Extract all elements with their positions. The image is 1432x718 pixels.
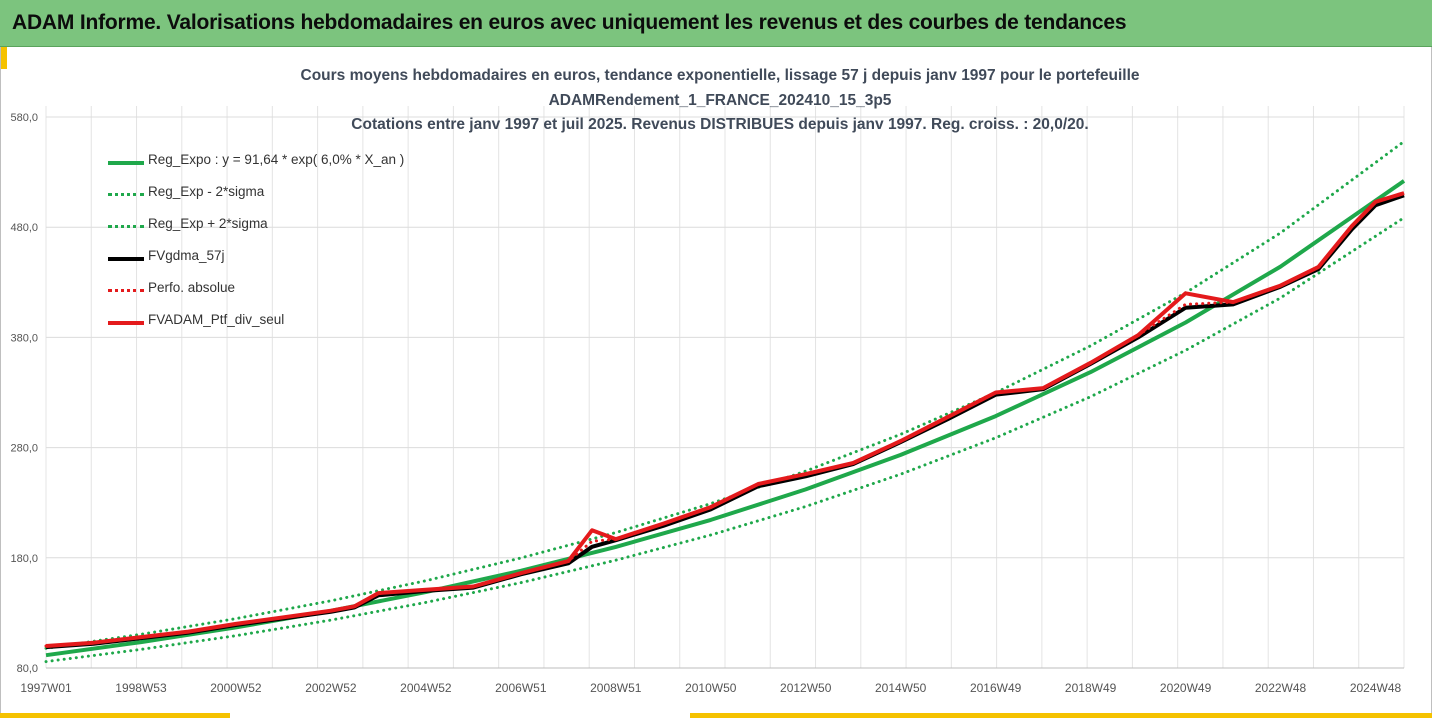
chart-title-line-2: ADAMRendement_1_FRANCE_202410_15_3p5 (548, 91, 892, 109)
legend-swatch-reg-exp-plus (108, 225, 144, 228)
x-tick-label: 2010W50 (685, 681, 737, 695)
series-line-5 (45, 191, 1405, 648)
y-tick-label: 480,0 (10, 222, 38, 234)
accent-bar-top (0, 47, 7, 69)
legend-label-reg-expo: Reg_Expo : y = 91,64 * exp( 6,0% * X_an … (148, 152, 405, 167)
series-line-2 (44, 140, 1406, 650)
x-tick-label: 2024W48 (1350, 681, 1402, 695)
chart-title-line-3: Cotations entre janv 1997 et juil 2025. … (351, 116, 1089, 133)
report-title: ADAM Informe. Valorisations hebdomadaire… (12, 11, 1127, 34)
y-tick-label: 80,0 (17, 663, 38, 675)
x-tick-label: 2016W49 (970, 681, 1022, 695)
x-tick-label: 2018W49 (1065, 681, 1117, 695)
y-tick-label: 280,0 (10, 443, 38, 455)
legend-label-reg-exp-plus: Reg_Exp + 2*sigma (148, 216, 268, 231)
y-tick-label: 580,0 (10, 112, 38, 124)
frame-left-border (0, 47, 1, 718)
legend-label-fvgdma: FVgdma_57j (148, 248, 225, 263)
series-line-1 (44, 216, 1406, 664)
x-tick-label: 2000W52 (210, 681, 262, 695)
x-tick-label: 2012W50 (780, 681, 832, 695)
x-tick-label: 2014W50 (875, 681, 927, 695)
y-tick-label: 180,0 (10, 553, 38, 565)
x-tick-label: 2006W51 (495, 681, 547, 695)
chart-title-line-1: Cours moyens hebdomadaires en euros, ten… (300, 67, 1140, 84)
accent-bar-bottom-gap (230, 713, 690, 718)
y-tick-label: 380,0 (10, 332, 38, 344)
report-header: ADAM Informe. Valorisations hebdomadaire… (0, 0, 1432, 47)
legend-label-reg-exp-minus: Reg_Exp - 2*sigma (148, 184, 265, 199)
x-tick-label: 1998W53 (115, 681, 167, 695)
x-tick-label: 2022W48 (1255, 681, 1307, 695)
x-tick-label: 2008W51 (590, 681, 642, 695)
legend-label-fvadam: FVADAM_Ptf_div_seul (148, 312, 285, 327)
x-tick-label: 2004W52 (400, 681, 452, 695)
x-tick-label: 2020W49 (1160, 681, 1212, 695)
legend-swatch-fvgdma (108, 257, 144, 261)
legend-swatch-fvadam (108, 321, 144, 325)
x-tick-label: 1997W01 (20, 681, 72, 695)
legend-swatch-perfo-absolue (108, 289, 144, 292)
legend-label-perfo-absolue: Perfo. absolue (148, 280, 236, 295)
accent-bar-bottom (0, 713, 1432, 718)
chart-title-block: Cours moyens hebdomadaires en euros, ten… (140, 64, 1300, 138)
legend-swatch-reg-expo (108, 161, 144, 165)
x-tick-label: 2002W52 (305, 681, 357, 695)
legend-swatch-reg-exp-minus (108, 193, 144, 196)
